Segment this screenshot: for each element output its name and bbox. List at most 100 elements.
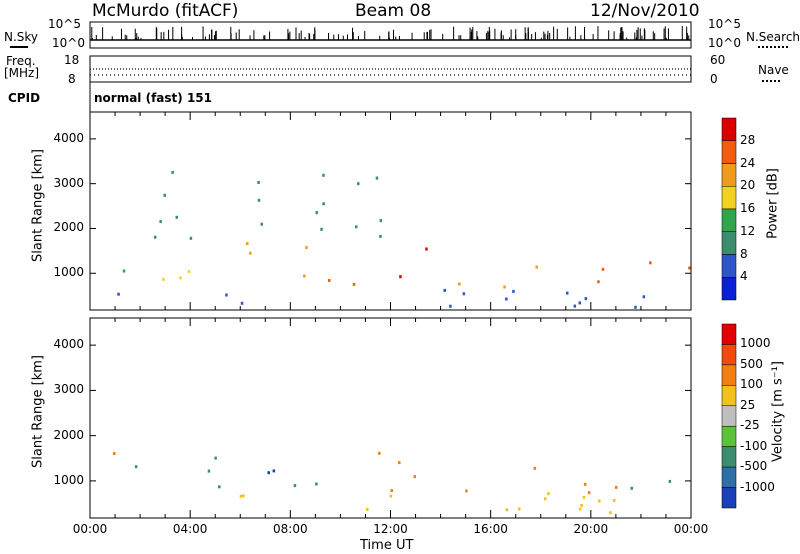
power-cell [352,282,356,286]
power-colorbar-tick: 4 [740,269,748,284]
x-tick-label: 16:00 [473,522,508,536]
velocity-colorbar-tick: 25 [740,397,756,412]
velocity-cell [587,491,591,495]
velocity-cell [578,507,582,511]
velocity-cell [580,504,583,507]
noise-right-tick-low: 10^0 [708,36,741,50]
power-cell [153,235,157,239]
velocity-colorbar-tick: 100 [740,377,763,392]
power-cell [634,305,637,309]
power-ytick-label: 1000 [53,265,84,280]
noise-series [89,26,691,41]
velocity-colorbar-segment [721,446,737,468]
power-panel [89,111,737,311]
power-cell [122,269,126,273]
power-colorbar-segment [721,186,737,210]
velocity-colorbar-tick: -100 [740,438,768,453]
power-cell [601,267,605,271]
power-cell [379,219,383,223]
power-cell [573,304,577,308]
power-cell [305,246,308,250]
power-colorbar-segment [721,277,737,301]
power-cell [597,280,600,284]
cpid-label: CPID [8,91,41,105]
noise-panel-frame [89,21,692,49]
nave-label: Nave [758,63,789,77]
date-title: 12/Nov/2010 [590,1,700,21]
power-cell [303,274,306,278]
velocity-frame [89,317,692,519]
power-colorbar-segment [721,254,737,278]
power-cell [357,182,360,186]
power-cell [249,251,252,255]
power-cell [462,292,466,296]
power-cell [159,220,162,224]
velocity-cell [615,485,618,489]
power-ytick-label: 3000 [53,175,84,190]
velocity-colorbar-segment [721,364,737,386]
x-tick-label: 20:00 [573,522,609,536]
power-cell [503,285,506,289]
power-cell [320,227,323,231]
power-ytick-label: 2000 [53,220,84,235]
power-cell [649,261,652,265]
power-colorbar-label: Power [dB] [765,168,781,239]
freq-series [90,68,691,76]
noise-left-tick-high: 10^5 [48,17,81,31]
power-cell [322,173,325,177]
velocity-colorbar-tick: -1000 [740,479,775,494]
velocity-cell [315,482,318,486]
power-cell [688,266,691,270]
velocity-cell [214,456,217,460]
power-cell [175,215,178,219]
power-cell [399,275,402,279]
noise-search-label: N.Search [746,30,800,44]
freq-left-tick-low: 8 [68,72,76,86]
velocity-cell [366,508,369,511]
velocity-colorbar-segment [721,344,737,366]
velocity-cell [239,494,243,498]
power-colorbar-tick: 20 [740,178,756,193]
power-colorbar-tick: 24 [740,155,756,170]
noise-sky-label: N.Sky [4,30,39,44]
velocity-cell [668,479,672,483]
power-cell [163,193,166,197]
velocity-cell [630,486,633,490]
velocity-cell [518,507,521,511]
velocity-cell [134,465,138,469]
velocity-cell [207,469,211,473]
velocity-ytick-label: 4000 [53,337,84,352]
freq-left-tick-high: 18 [64,53,80,67]
velocity-colorbar-segment [721,425,737,447]
x-tick-label: 00:00 [72,522,108,536]
power-cell [162,277,165,281]
power-cell [449,304,452,308]
power-cell [257,181,260,184]
power-cell [260,222,263,226]
noise-right-tick-high: 10^5 [708,17,741,31]
power-cell [240,301,244,305]
power-cell [328,279,331,282]
power-cell [425,247,428,251]
beam-title: Beam 08 [355,1,432,21]
power-cell [117,292,120,296]
power-cell [375,176,379,180]
power-colorbar-segment [721,163,737,187]
velocity-colorbar-tick: 1000 [740,336,771,351]
x-axis-label: Time UT [360,538,414,553]
freq-label-line2: [MHz] [4,66,40,80]
power-colorbar-segment [721,231,737,255]
x-tick-label: 12:00 [373,522,408,536]
power-cell [246,242,249,246]
power-colorbar-tick: 12 [740,223,756,238]
velocity-cell [582,495,586,499]
velocity-cell [413,475,416,479]
velocity-cell [544,497,547,501]
velocity-cell [583,482,587,486]
nave-right-tick-high: 60 [710,53,726,67]
velocity-cell [609,511,612,515]
station-title: McMurdo (fitACF) [92,1,239,21]
power-cell [322,202,325,206]
power-cell [584,297,588,301]
